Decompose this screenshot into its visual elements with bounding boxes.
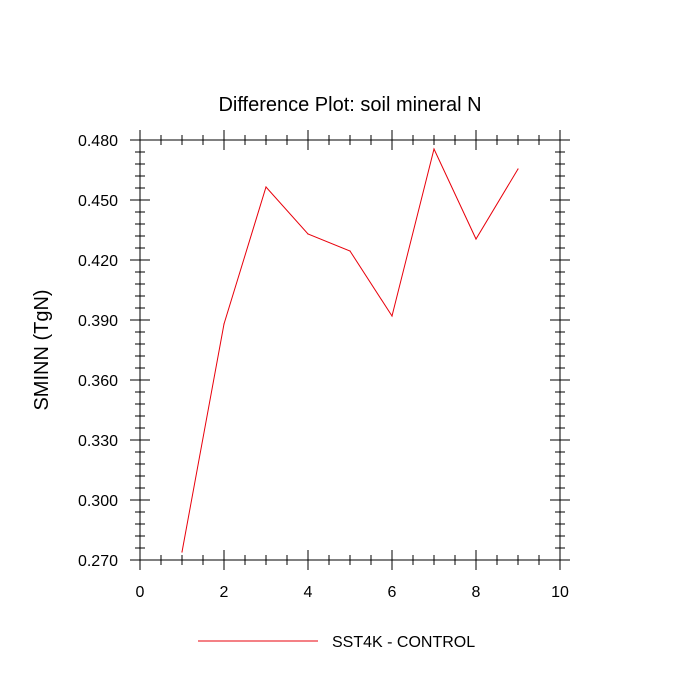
x-tick-label-1: 2 [220,584,229,601]
x-tick-label-5: 10 [551,584,569,601]
data-point-0-1 [223,323,225,325]
y-tick-label-1: 0.300 [78,493,118,510]
data-point-0-3 [307,233,309,235]
y-tick-label-4: 0.390 [78,313,118,330]
x-tick-label-4: 8 [472,584,481,601]
data-point-0-2 [265,186,267,188]
axis-ticks: 0 2 4 6 8 10 0.270 0.300 0.330 0.360 0.390 0.420 0.4… [78,130,570,601]
y-tick-label-3: 0.360 [78,373,118,390]
chart-title: Difference Plot: soil mineral N [218,94,481,116]
data-point-0-0 [181,551,183,553]
y-tick-label-5: 0.420 [78,253,118,270]
series-layer [181,147,519,553]
data-point-0-4 [349,250,351,252]
y-tick-label-6: 0.450 [78,193,118,210]
x-tick-label-0: 0 [136,584,145,601]
plot-frame [139,139,561,561]
y-tick-label-7: 0.480 [78,133,118,150]
y-tick-label-2: 0.330 [78,433,118,450]
x-tick-label-3: 6 [388,584,397,601]
data-point-0-8 [517,168,519,170]
legend: SST4K - CONTROL [198,634,475,651]
data-point-0-7 [475,238,477,240]
y-axis-label: SMINN (TgN) [31,289,53,410]
data-point-0-5 [391,315,393,317]
series-line-0 [181,147,519,553]
data-point-0-6 [433,148,435,150]
y-tick-label-0: 0.270 [78,553,118,570]
x-tick-label-2: 4 [304,584,313,601]
legend-label-sst4k-control: SST4K - CONTROL [332,634,475,651]
